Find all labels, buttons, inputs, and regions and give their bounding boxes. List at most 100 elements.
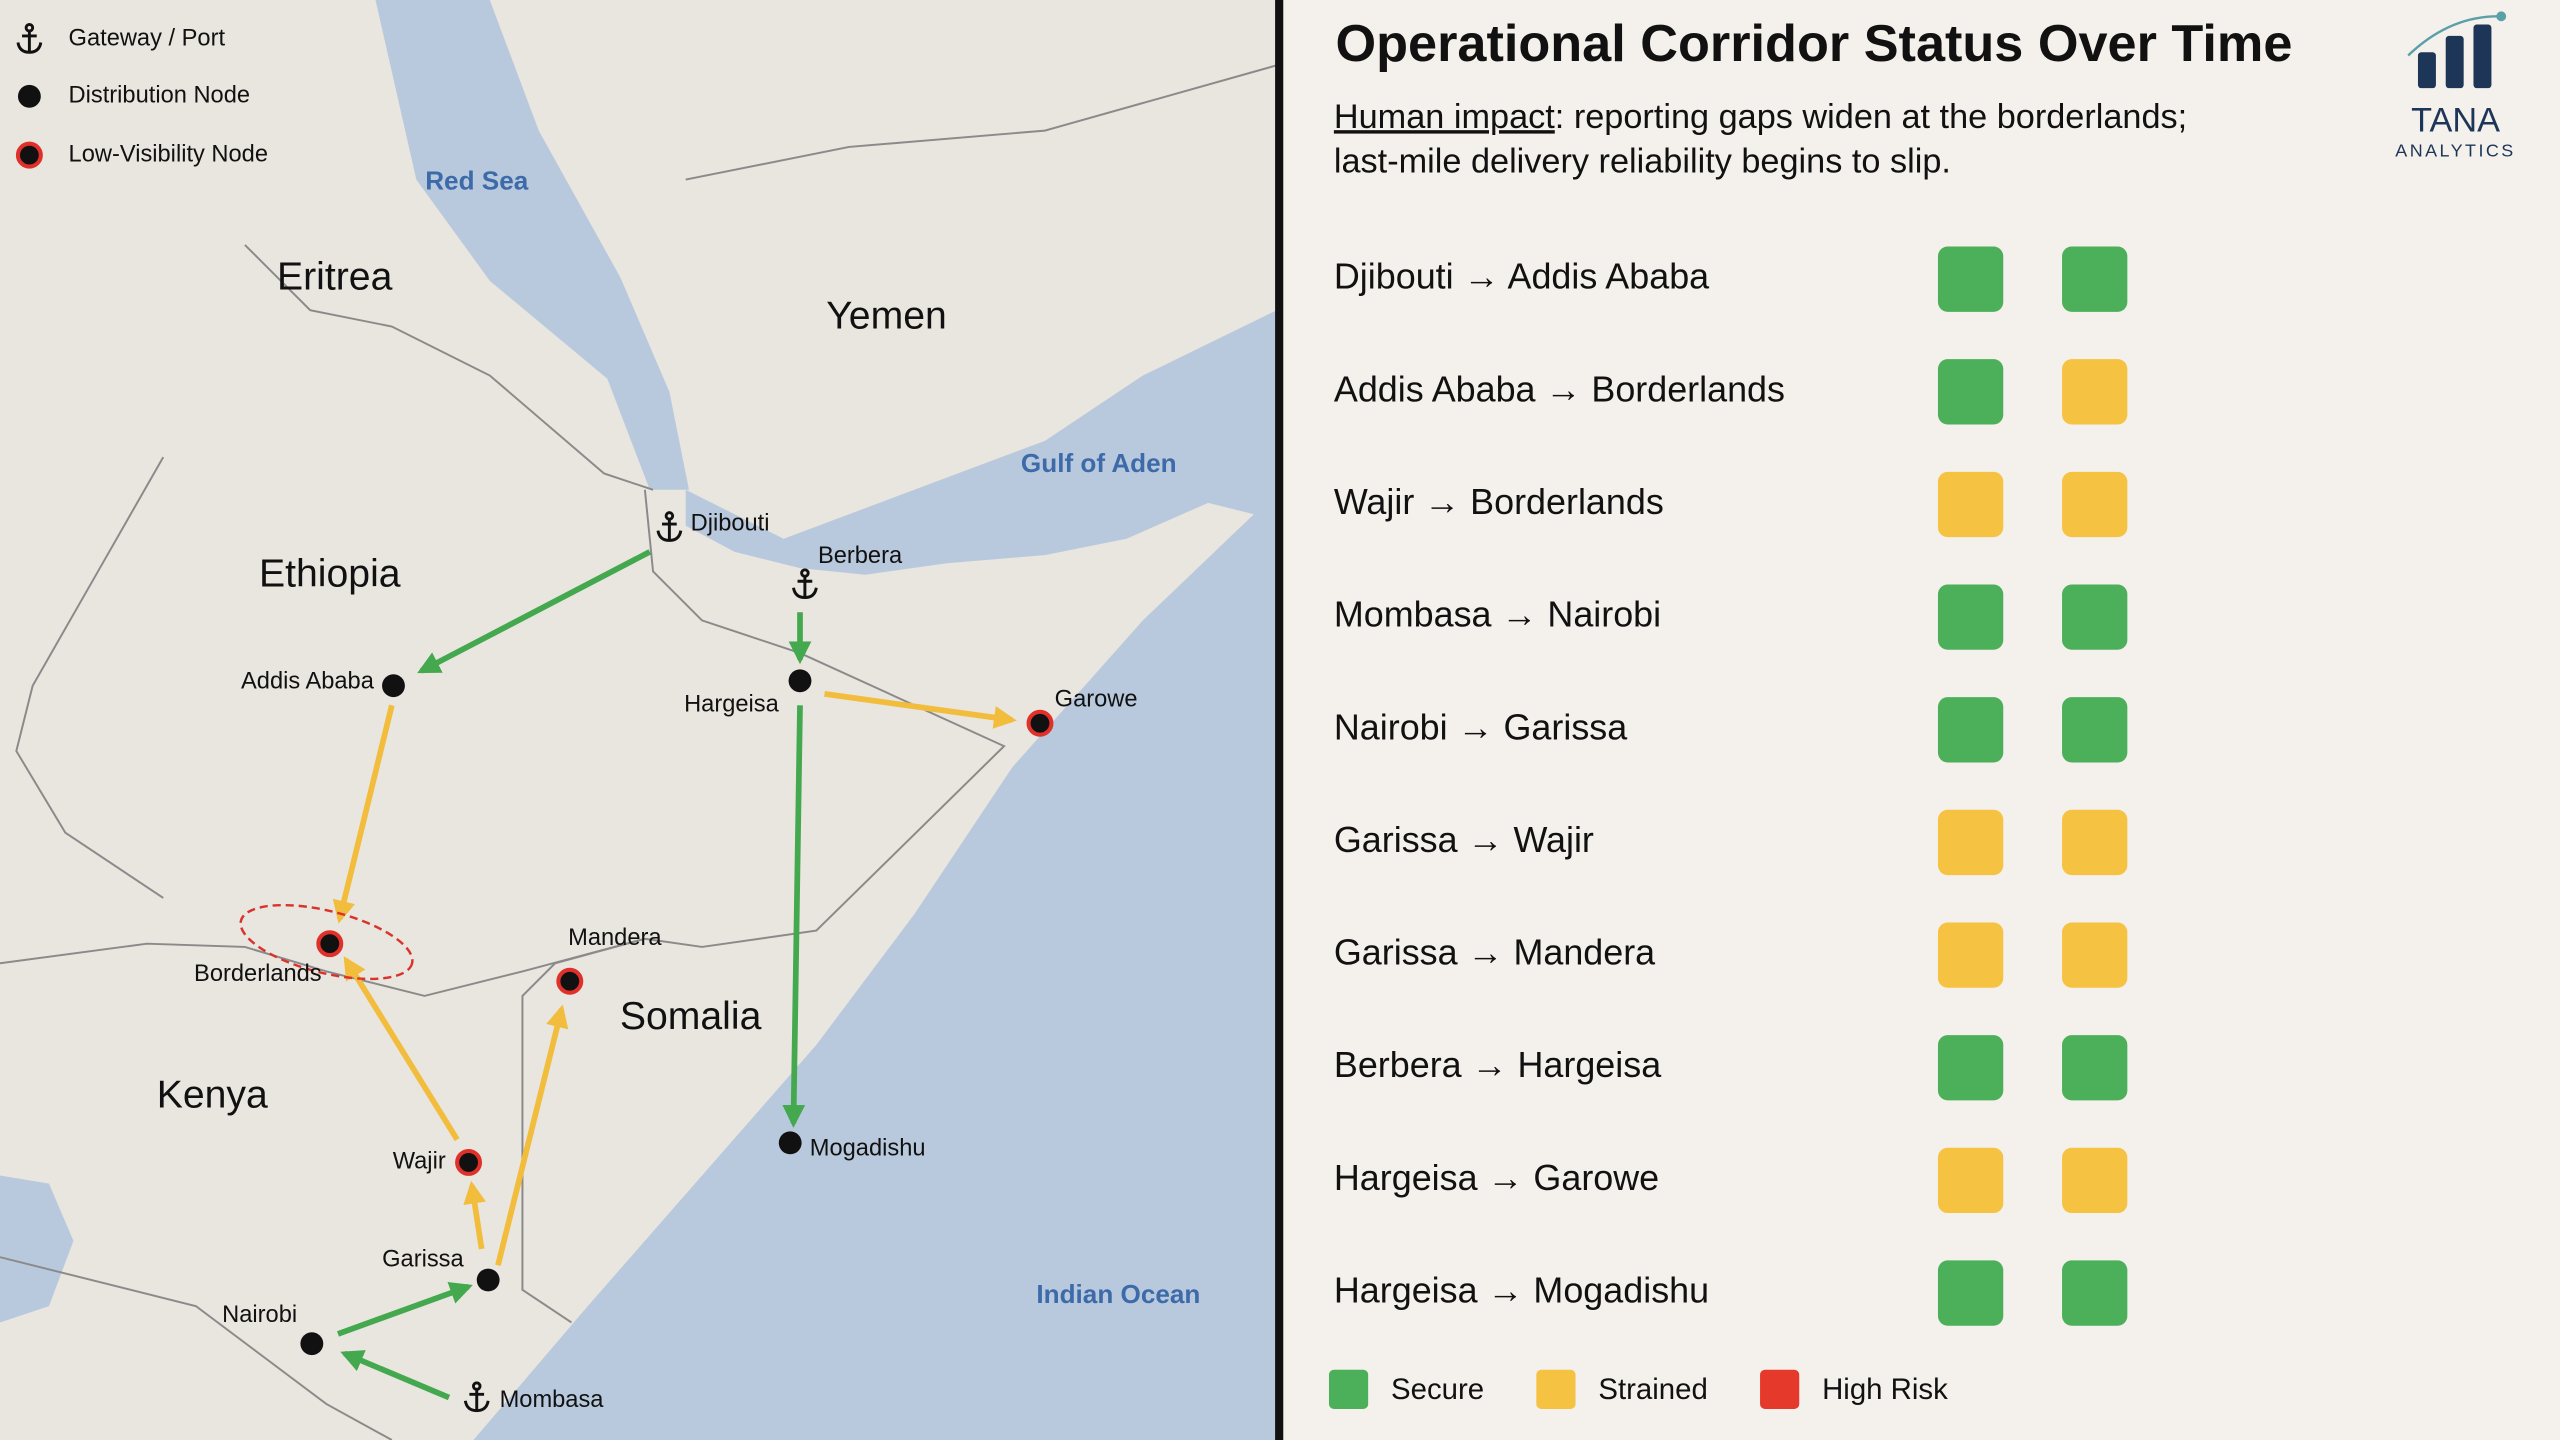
node — [382, 674, 405, 698]
subtitle: Human impact: reporting gaps widen at th… — [1334, 98, 2187, 136]
ocean — [473, 310, 1277, 1440]
node-label: Garowe — [1055, 687, 1138, 713]
border — [15, 456, 165, 899]
node — [778, 1131, 802, 1155]
node-label: Mombasa — [500, 1387, 605, 1413]
risk-zone — [239, 903, 414, 981]
corridor-label: Addis Ababa → Borderlands — [1334, 368, 1785, 409]
corridor-label: Mombasa → Nairobi — [1334, 594, 1661, 635]
map-legend-label: Gateway / Port — [69, 25, 226, 51]
node-label: Mogadishu — [810, 1136, 926, 1162]
red-sea — [375, 0, 689, 490]
node-label: Mandera — [568, 925, 662, 951]
status-cell — [1937, 1260, 2004, 1326]
status-cell — [2062, 1260, 2128, 1326]
status-cell — [2062, 1035, 2128, 1101]
low-visibility-node — [1026, 709, 1054, 737]
region-label: Yemen — [826, 295, 947, 338]
status-cell — [2062, 471, 2128, 538]
status-cell — [1937, 922, 2004, 988]
node-label: Wajir — [393, 1149, 446, 1175]
title: Operational Corridor Status Over Time — [1336, 15, 2293, 73]
legend-swatch — [1536, 1369, 1576, 1409]
corridor-label: Hargeisa → Garowe — [1334, 1157, 1659, 1198]
corridor-label: Wajir → Borderlands — [1334, 481, 1664, 522]
route — [824, 691, 1017, 729]
divider — [1275, 0, 1284, 1440]
legend-label: High Risk — [1822, 1373, 1948, 1406]
corridor-label: Garissa → Wajir — [1334, 819, 1594, 860]
status-cell — [1937, 584, 2004, 650]
route — [417, 549, 652, 674]
status-cell — [2062, 584, 2128, 650]
legend-label: Strained — [1598, 1373, 1707, 1406]
status-cell — [2062, 1147, 2128, 1214]
subtitle-text: last-mile delivery reliability begins to… — [1334, 142, 1951, 180]
status-cell — [2062, 359, 2128, 425]
region-label: Eritrea — [277, 256, 393, 299]
border — [521, 489, 1006, 1324]
node-label: Djibouti — [691, 510, 770, 536]
border — [685, 64, 1278, 181]
logo-name: TANA — [2411, 102, 2500, 140]
status-cell — [2062, 809, 2128, 876]
logo: TANA ANALYTICS — [2395, 11, 2515, 161]
route — [343, 956, 460, 1142]
node — [788, 669, 812, 693]
map-legend-label: Low-Visibility Node — [69, 141, 268, 167]
node-label: Nairobi — [222, 1302, 297, 1328]
status-cell — [1937, 359, 2004, 425]
route — [782, 705, 806, 1128]
low-visibility-node — [316, 930, 344, 958]
logo-tagline: ANALYTICS — [2395, 141, 2515, 161]
status-cell — [2062, 922, 2128, 988]
status-cell — [1937, 1147, 2004, 1214]
low-visibility-node — [455, 1148, 483, 1176]
route — [332, 704, 395, 924]
corridor-label: Nairobi → Garissa — [1334, 706, 1627, 747]
border — [244, 244, 654, 491]
status-cell — [1937, 809, 2004, 876]
legend-icon — [17, 84, 41, 108]
subtitle-emphasis: Human impact — [1334, 98, 1555, 136]
border — [0, 937, 646, 997]
low-visibility-node — [556, 967, 584, 995]
node-label: Borderlands — [194, 961, 322, 987]
node-label: Addis Ababa — [241, 669, 375, 695]
map: Red Sea Gulf of Aden Indian Ocean Eritre… — [0, 0, 1278, 1441]
region-label: Ethiopia — [259, 553, 401, 596]
subtitle-text: : reporting gaps widen at the borderland… — [1555, 98, 2187, 136]
sea-label: Red Sea — [425, 166, 529, 196]
corridor-label: Hargeisa → Mogadishu — [1334, 1270, 1709, 1311]
corridor-label: Djibouti → Addis Ababa — [1334, 256, 1709, 297]
status-cell — [1937, 697, 2004, 763]
lake — [0, 1175, 74, 1323]
status-cell — [1937, 471, 2004, 538]
map-legend-label: Distribution Node — [69, 83, 250, 109]
panel — [1276, 0, 2560, 1440]
route — [336, 1282, 473, 1337]
logo-bar — [2445, 35, 2464, 89]
route — [463, 1180, 486, 1250]
status-cell — [1937, 246, 2004, 312]
status-cell — [1937, 1035, 2004, 1101]
legend-swatch — [1760, 1369, 1800, 1409]
legend-swatch — [1328, 1369, 1369, 1409]
logo-arc — [2407, 15, 2498, 57]
route — [495, 1004, 569, 1266]
node-label: Garissa — [382, 1247, 464, 1273]
corridor-label: Berbera → Hargeisa — [1334, 1044, 1661, 1085]
sea-label: Gulf of Aden — [1021, 448, 1177, 478]
logo-bar — [2417, 52, 2436, 89]
route — [340, 1350, 451, 1401]
legend-icon — [15, 141, 43, 169]
node-label: Hargeisa — [684, 692, 780, 718]
legend-label: Secure — [1391, 1373, 1484, 1406]
node-label: Berbera — [818, 543, 903, 569]
region-label: Somalia — [620, 995, 762, 1038]
node — [476, 1268, 500, 1292]
node — [300, 1332, 324, 1356]
status-cell — [2062, 246, 2128, 312]
status-cell — [2062, 697, 2128, 763]
